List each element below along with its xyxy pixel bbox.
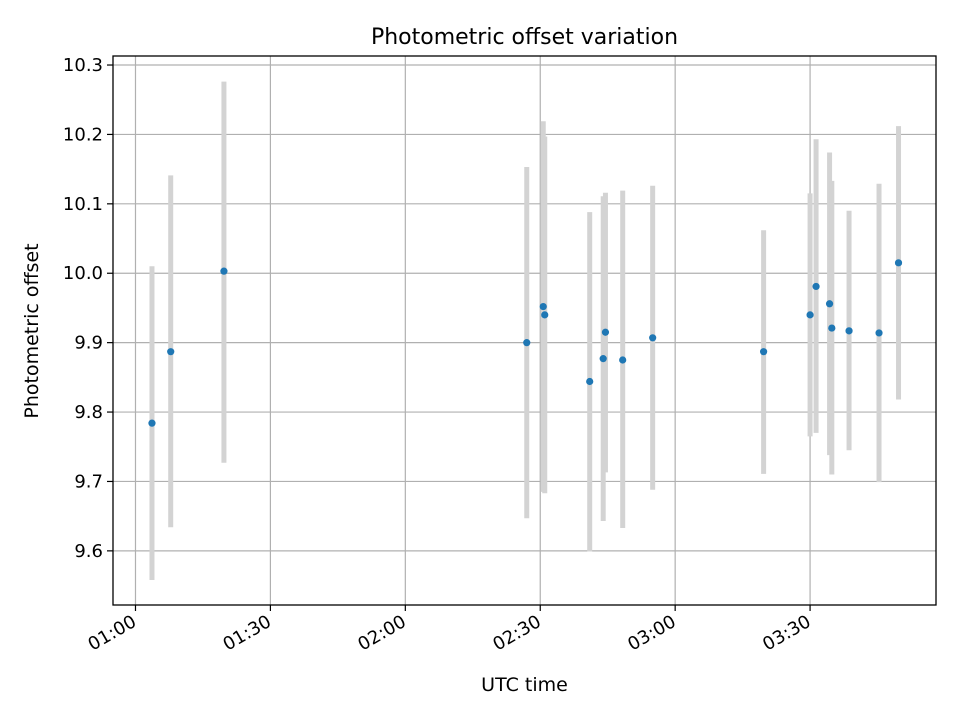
chart-title: Photometric offset variation [371, 25, 678, 50]
y-axis-label: Photometric offset [21, 243, 43, 418]
data-points [148, 259, 903, 427]
data-point [167, 348, 175, 356]
y-tick-label: 9.6 [74, 541, 103, 562]
data-point [828, 324, 836, 332]
data-point [894, 259, 903, 267]
data-point [601, 328, 610, 336]
data-point [845, 327, 853, 335]
data-point [539, 302, 547, 311]
data-point [649, 334, 657, 342]
y-tick-label: 9.8 [74, 402, 103, 423]
data-point [825, 300, 834, 308]
y-tick-label: 9.7 [74, 471, 103, 492]
data-point [220, 267, 228, 275]
data-point [806, 311, 814, 319]
data-point [541, 311, 549, 319]
x-axis-label: UTC time [481, 674, 568, 696]
data-point [148, 419, 156, 427]
y-tick-label: 10.0 [63, 263, 103, 284]
y-tick-label: 10.1 [63, 194, 103, 215]
plot-frame [112, 55, 937, 606]
data-point [523, 339, 531, 347]
data-point [760, 348, 768, 356]
y-tick-label: 10.2 [63, 124, 103, 145]
data-point [586, 377, 594, 386]
y-axis: 9.6 9.7 9.8 9.9 10.0 10.1 10.2 10.3 [63, 55, 113, 562]
data-point [812, 282, 820, 291]
data-point [619, 356, 627, 364]
data-point [875, 329, 883, 337]
y-tick-label: 10.3 [63, 55, 103, 76]
y-tick-label: 9.9 [74, 333, 103, 354]
data-point [599, 355, 607, 363]
